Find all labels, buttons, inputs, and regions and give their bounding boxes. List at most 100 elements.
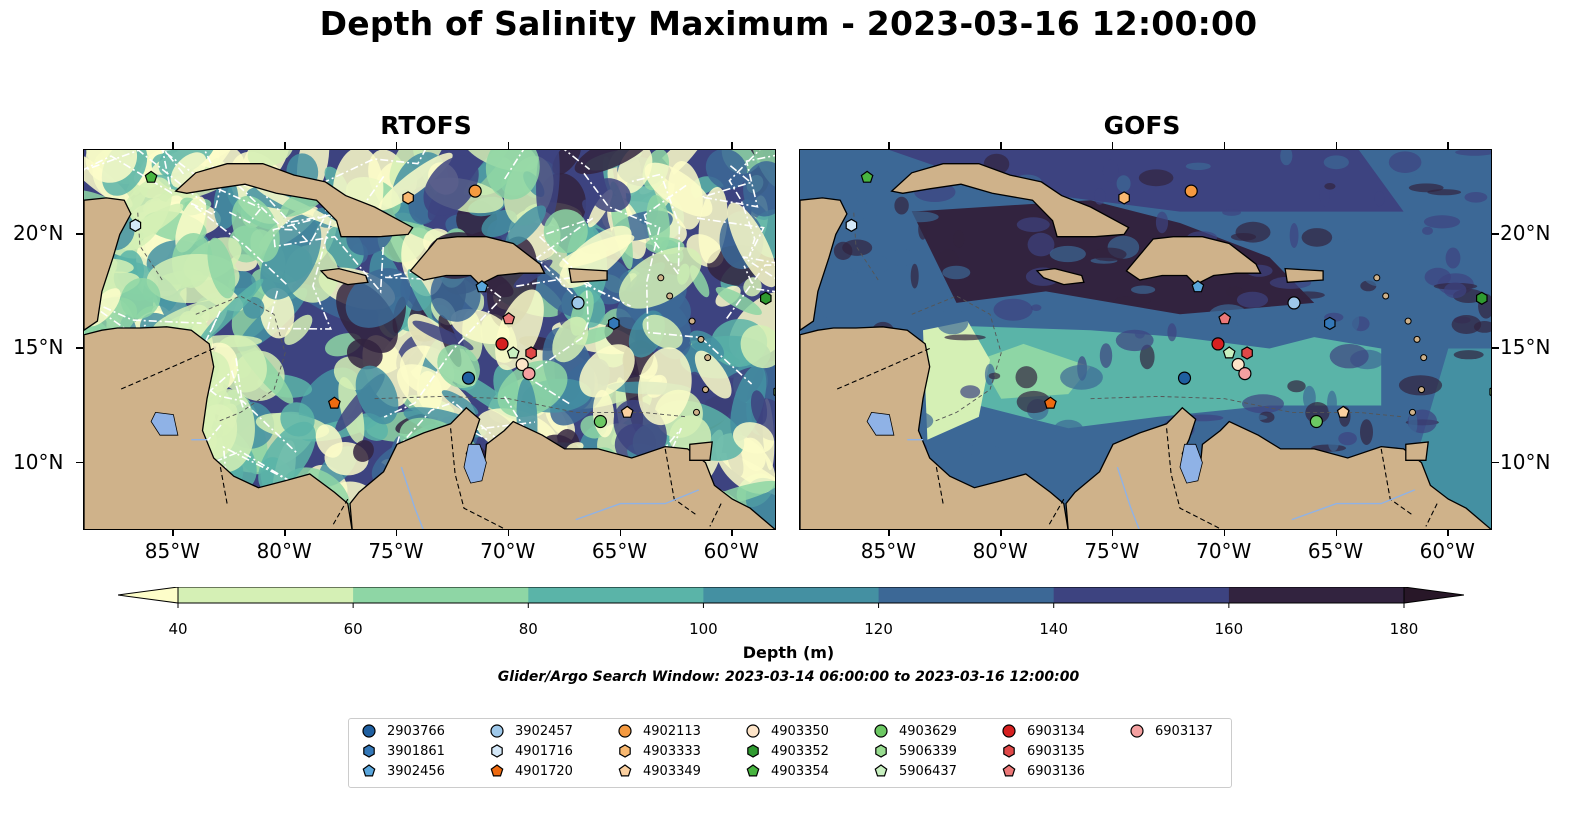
float-marker-5906437 [1222,346,1236,359]
lon-tick-mark-rtofs-2 [395,530,398,536]
pentagon-marker-icon [1002,764,1016,777]
legend-item-6903137: 6903137 [1129,722,1213,740]
float-marker-4903352 [759,291,772,305]
legend-label: 4903352 [771,743,829,759]
lon-tick-rtofs-3: 70°W [480,539,536,563]
lon-tick-top-rtofs-5 [731,142,733,149]
lon-tick-mark-gofs-0 [888,530,890,536]
float-marker-4903354 [144,170,158,183]
legend-label: 6903136 [1027,763,1085,779]
colorbar-tick-120: 120 [864,620,893,638]
legend-label: 6903137 [1155,723,1213,739]
lon-tick-top-rtofs-0 [172,142,174,149]
legend-item-3901861: 3901861 [361,742,445,760]
hexagon-marker-icon [491,744,503,758]
float-marker-4903629 [593,414,608,429]
panel-title-rtofs: RTOFS [380,111,472,140]
legend-label: 4903350 [771,723,829,739]
float-marker-4902113 [468,184,482,198]
lat-tick-mark-gofs-2 [1492,461,1499,464]
colorbar-tick-100: 100 [689,620,718,638]
legend-item-4903349: 4903349 [617,762,701,780]
lon-tick-top-gofs-4 [1335,142,1338,149]
lat-tick-mark-rtofs-0 [76,233,83,235]
float-marker-4903350 [1231,357,1245,372]
legend-item-4901716: 4901716 [489,742,573,760]
float-marker-6903136 [1218,312,1232,325]
float-marker-3902456 [475,280,489,293]
float-marker-6903137 [522,367,536,381]
lon-tick-rtofs-5: 60°W [703,539,759,563]
legend-label: 5906437 [899,763,957,779]
legend-item-6903135: 6903135 [1001,742,1085,760]
lon-tick-rtofs-4: 65°W [591,539,648,563]
float-marker-6903137 [1238,367,1252,381]
legend-label: 3902457 [515,723,573,739]
legend-item-4903333: 4903333 [617,742,701,760]
float-marker-4901720 [327,396,341,409]
lat-tick-gofs-0: 20°N [1500,221,1551,246]
float-marker-3901861 [607,316,620,331]
float-marker-6903136 [502,312,516,325]
float-marker-4901716 [845,218,858,232]
colorbar-bin-2 [528,587,704,603]
colorbar [117,586,1465,621]
legend-label: 4903629 [899,723,957,739]
float-marker-4903349 [1336,405,1350,418]
float-marker-4903350 [515,357,529,372]
float-marker-6903134 [1211,337,1225,351]
legend-label: 6903135 [1027,743,1085,759]
lon-tick-mark-gofs-4 [1335,530,1338,536]
lon-tick-gofs-0: 85°W [860,539,917,563]
hexagon-marker-icon [363,744,375,758]
hexagon-marker-icon [747,744,759,758]
legend-item-5906437: 5906437 [873,762,957,780]
colorbar-bin-0 [178,587,354,603]
legend-label: 5906339 [899,743,957,759]
float-marker-3902457 [1287,296,1301,310]
lat-tick-gofs-1: 15°N [1500,335,1551,360]
colorbar-extend-max [1403,586,1465,604]
pentagon-marker-icon [362,764,376,777]
lat-tick-rtofs-1: 15°N [13,335,64,360]
float-marker-4903333 [402,191,414,205]
legend-label: 6903134 [1027,723,1085,739]
legend-label: 4901716 [515,743,573,759]
colorbar-tick-60: 60 [343,620,363,638]
legend-item-4901720: 4901720 [489,762,573,780]
circle-marker-icon [1002,724,1016,738]
legend-item-4903350: 4903350 [745,722,829,740]
lon-tick-mark-rtofs-3 [507,530,510,536]
map-panel-gofs [799,149,1492,530]
float-marker-2903766 [461,371,476,385]
legend-item-4903629: 4903629 [873,722,957,740]
lon-tick-top-rtofs-2 [395,142,398,149]
legend-item-4903352: 4903352 [745,742,829,760]
colorbar-tick-140: 140 [1039,620,1069,638]
lat-tick-mark-gofs-0 [1492,233,1499,235]
colorbar-tick-40: 40 [168,620,188,638]
float-marker-4903349 [620,405,634,418]
float-marker-6903135 [1241,346,1253,360]
colorbar-tick-160: 160 [1214,620,1244,638]
legend-item-5906339: 5906339 [873,742,957,760]
lat-tick-mark-rtofs-1 [76,347,83,349]
colorbar-tick-80: 80 [518,620,538,638]
circle-marker-icon [362,724,376,738]
lon-tick-gofs-5: 60°W [1419,539,1475,563]
lon-tick-top-gofs-5 [1447,142,1449,149]
float-marker-4901716 [129,218,142,232]
legend-item-4903354: 4903354 [745,762,829,780]
float-legend: 2903766 3901861 3902456 3902457 4901716 49017… [348,718,1232,788]
float-marker-4903352 [1475,291,1488,305]
colorbar-bin-5 [1053,587,1230,603]
lon-tick-gofs-1: 80°W [972,539,1028,563]
float-marker-4903629 [1309,414,1324,429]
circle-marker-icon [618,724,632,738]
float-marker-3902457 [571,296,585,310]
legend-label: 4902113 [643,723,701,739]
lon-tick-top-gofs-3 [1223,142,1226,149]
lon-tick-top-gofs-1 [1000,142,1002,149]
legend-item-6903134: 6903134 [1001,722,1085,740]
pentagon-marker-icon [746,764,760,777]
